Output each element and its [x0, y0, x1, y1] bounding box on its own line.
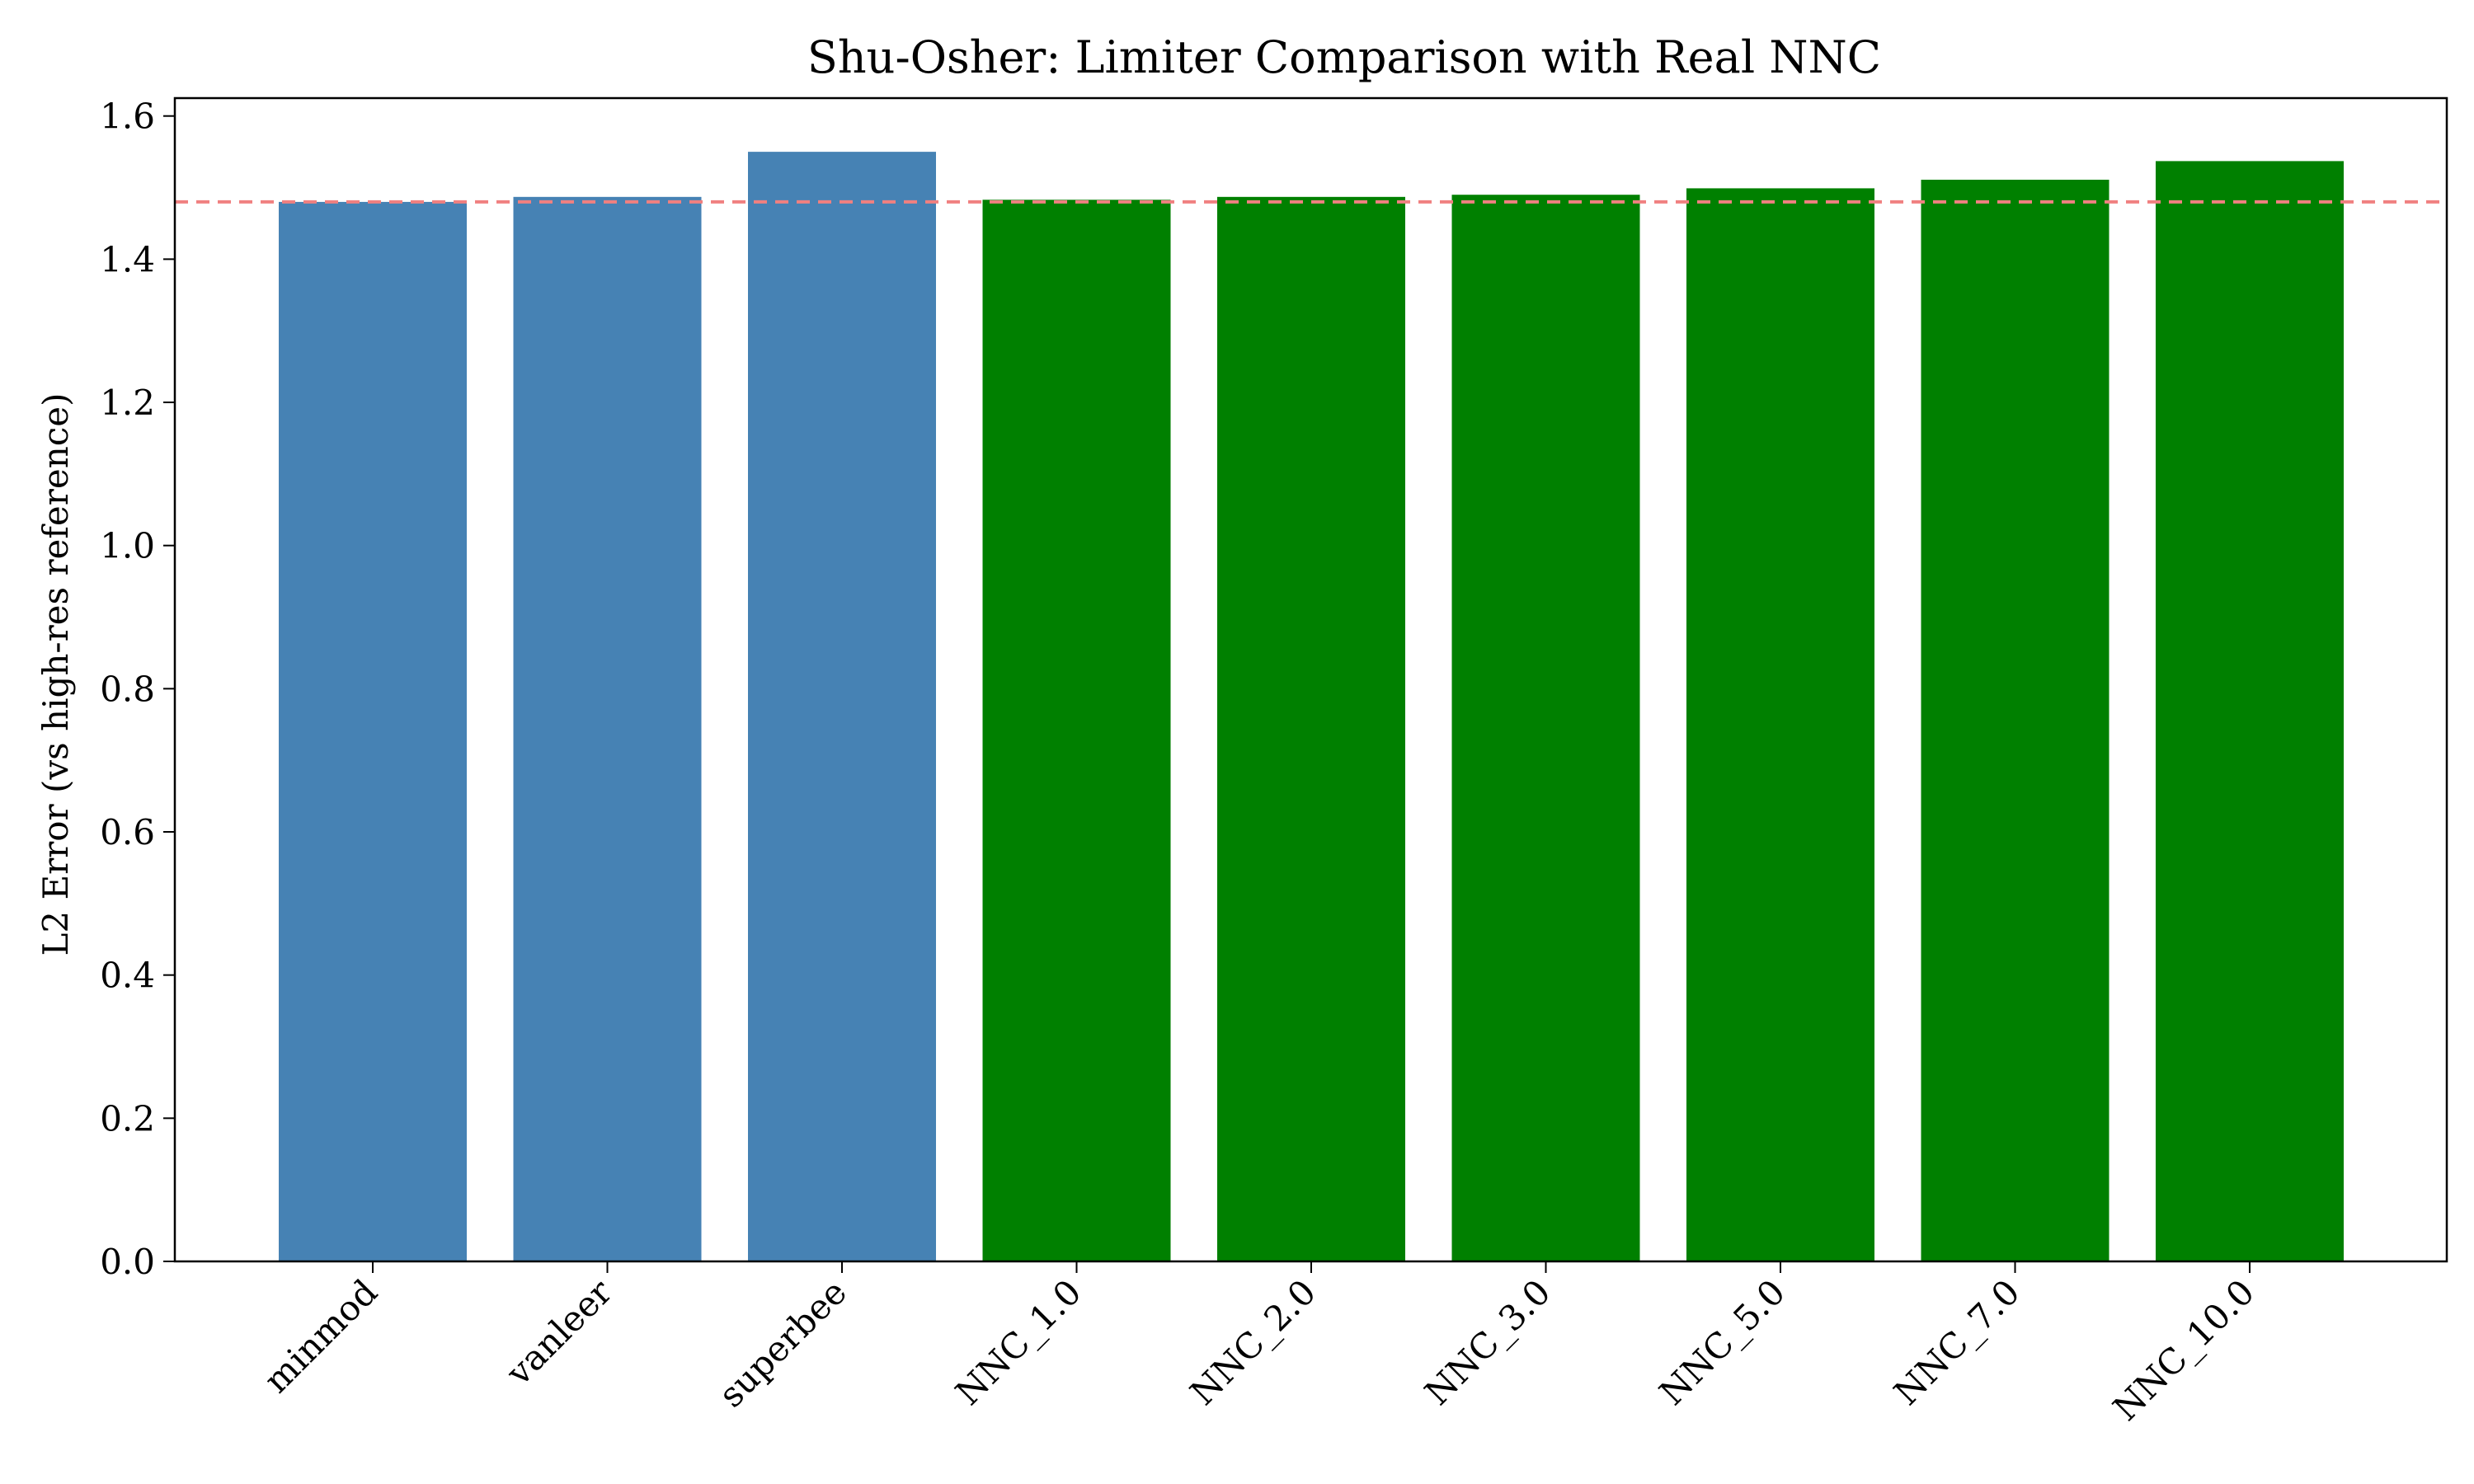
bar-superbee: [748, 152, 936, 1262]
chart-title: Shu-Osher: Limiter Comparison with Real …: [807, 31, 1881, 83]
x-tick-label: NNC_3.0: [1417, 1271, 1558, 1412]
bar-minmod: [279, 201, 467, 1261]
bar-NNC_1.0: [982, 200, 1171, 1262]
y-tick-label: 0.8: [100, 669, 155, 709]
x-tick-label: NNC_2.0: [1183, 1271, 1324, 1412]
y-axis-label: L2 Error (vs high-res reference): [35, 392, 76, 956]
y-tick-label: 1.0: [100, 526, 155, 566]
x-tick-label: superbee: [711, 1271, 854, 1415]
y-tick-label: 0.2: [100, 1098, 155, 1139]
x-tick-label: NNC_7.0: [1886, 1271, 2027, 1412]
bar-NNC_7.0: [1921, 179, 2109, 1262]
bar-NNC_3.0: [1451, 195, 1640, 1261]
x-tick-label: NNC_1.0: [948, 1271, 1089, 1412]
bar-NNC_5.0: [1686, 188, 1874, 1262]
y-tick-label: 1.6: [100, 96, 155, 137]
x-tick-label: NNC_10.0: [2105, 1271, 2262, 1428]
bar-vanleer: [513, 196, 702, 1262]
y-tick-label: 1.4: [100, 239, 155, 279]
y-tick-label: 0.4: [100, 956, 155, 996]
y-tick-label: 0.0: [100, 1242, 155, 1282]
bar-NNC_2.0: [1217, 196, 1405, 1262]
x-tick-label: minmod: [256, 1271, 385, 1400]
x-tick-label: vanleer: [498, 1271, 620, 1393]
y-tick-label: 0.6: [100, 812, 155, 852]
x-tick-label: NNC_5.0: [1652, 1271, 1793, 1412]
y-tick-label: 1.2: [100, 383, 155, 423]
bar-NNC_10.0: [2156, 161, 2344, 1261]
